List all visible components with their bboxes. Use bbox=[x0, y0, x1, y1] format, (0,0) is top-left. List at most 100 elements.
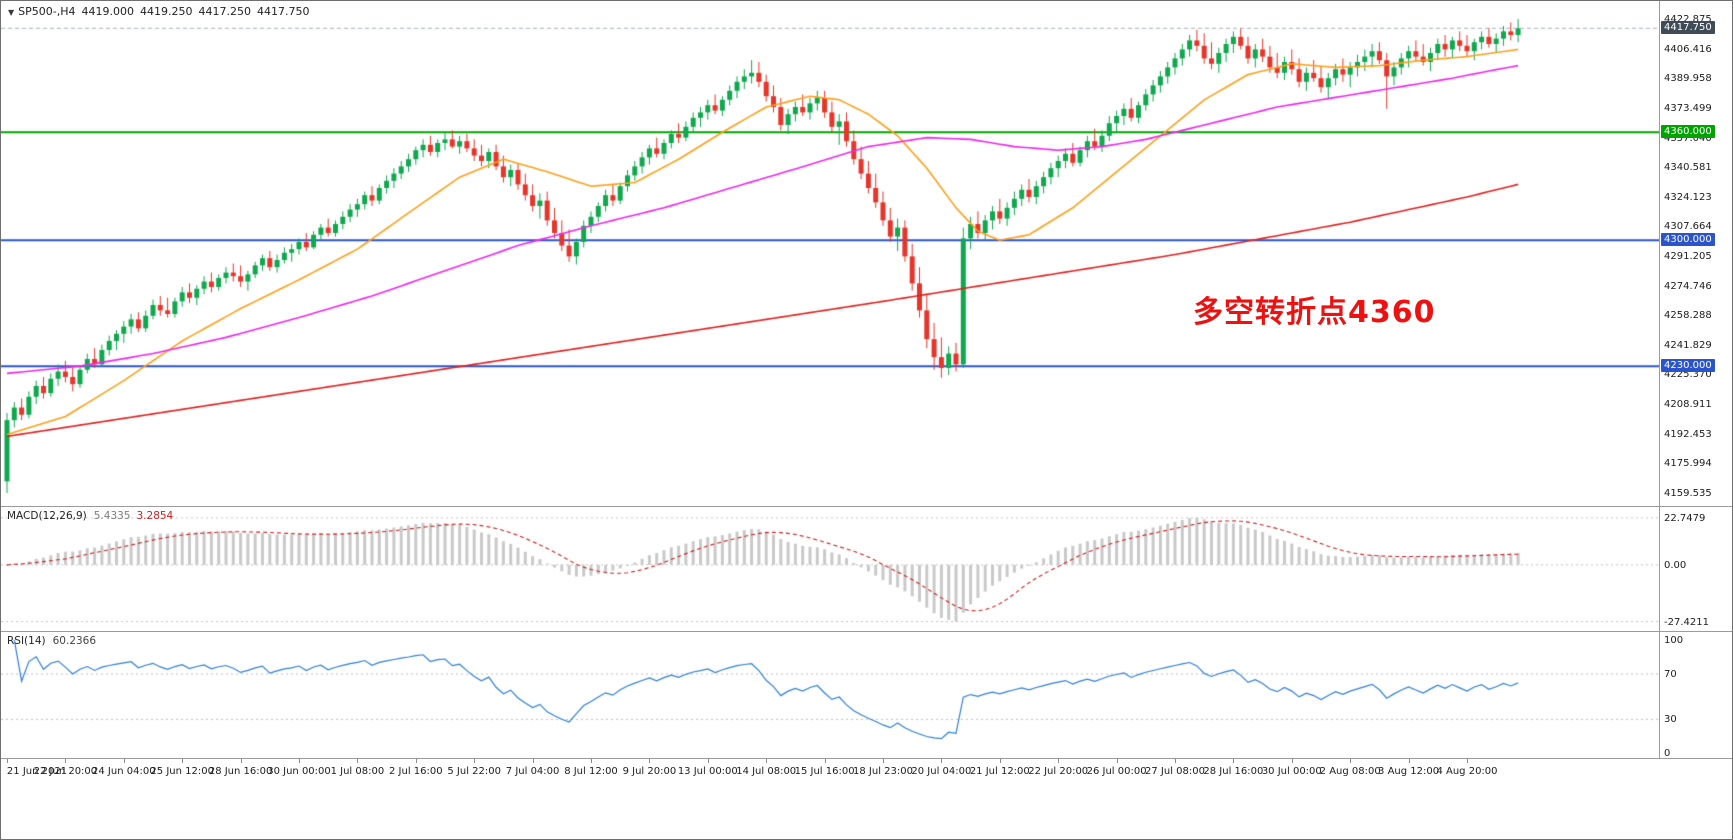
annotation-text: 多空转折点4360 bbox=[1193, 295, 1436, 330]
time-axis-tick bbox=[415, 759, 417, 763]
time-axis-label: 21 Jun 2021 bbox=[6, 766, 68, 777]
time-axis-tick bbox=[591, 759, 592, 763]
time-axis-tick bbox=[999, 759, 1001, 763]
time-axis-label: 27 Jul 08:00 bbox=[1145, 766, 1205, 777]
rsi-indicator-label: RSI(14) 60.2366 bbox=[7, 635, 96, 647]
time-axis-label: 18 Jul 23:00 bbox=[853, 766, 913, 777]
rsi-value: 60.2366 bbox=[52, 635, 97, 647]
time-axis-label: 7 Jul 04:00 bbox=[505, 766, 560, 777]
price-tick-label: 4208.911 bbox=[1664, 399, 1712, 411]
price-tick-label: 4274.746 bbox=[1664, 280, 1712, 292]
price-tick-label: 4175.994 bbox=[1664, 458, 1712, 470]
macd-indicator-label: MACD(12,26,9) 5.4335 3.2854 bbox=[7, 510, 173, 522]
price-tick-label: 4258.288 bbox=[1664, 310, 1712, 322]
rsi-axis-label: 0 bbox=[1664, 748, 1671, 760]
rsi-panel: RSI(14) 60.2366 100 70 30 0 bbox=[1, 632, 1732, 759]
time-axis-tick bbox=[1233, 759, 1235, 763]
time-axis-label: 26 Jul 00:00 bbox=[1086, 766, 1147, 777]
time-axis-label: 14 Jul 08:00 bbox=[736, 766, 797, 777]
time-axis-label: 21 Jul 12:00 bbox=[969, 766, 1030, 777]
macd-axis-label: -27.4211 bbox=[1664, 616, 1709, 628]
time-axis-label: 3 Aug 12:00 bbox=[1378, 766, 1440, 777]
time-axis-label: 28 Jun 16:00 bbox=[208, 766, 273, 777]
time-axis-tick bbox=[65, 759, 67, 763]
time-axis-tick bbox=[1291, 759, 1293, 763]
rsi-axis[interactable]: 100 70 30 0 bbox=[1659, 632, 1732, 760]
collapse-icon[interactable]: ▼ bbox=[8, 8, 15, 17]
macd-axis-label: 0.00 bbox=[1664, 559, 1687, 571]
time-axis-label: 13 Jul 00:00 bbox=[677, 766, 738, 777]
time-axis-label: 28 Jul 16:00 bbox=[1203, 766, 1264, 777]
level-price-tag: 4360.000 bbox=[1661, 125, 1715, 139]
time-axis-tick bbox=[532, 759, 534, 763]
rsi-name: RSI(14) bbox=[7, 635, 46, 647]
time-axis-tick bbox=[941, 759, 943, 763]
time-axis-label: 30 Jul 00:00 bbox=[1261, 766, 1322, 777]
time-axis-label: 2 Jul 16:00 bbox=[388, 766, 443, 777]
time-axis-label: 22 Jun 20:00 bbox=[33, 766, 98, 777]
price-tick-label: 4291.205 bbox=[1664, 251, 1712, 262]
time-axis-tick bbox=[1350, 759, 1352, 763]
ohlc-readout: ▼ SP500-,H4 4419.000 4419.250 4417.250 4417.7… bbox=[8, 5, 310, 18]
main-chart-canvas[interactable] bbox=[1, 1, 1661, 506]
high-value: 4419.250 bbox=[140, 5, 193, 18]
current-price-tag: 4417.750 bbox=[1661, 21, 1715, 35]
price-tick-label: 4324.123 bbox=[1664, 191, 1712, 203]
time-axis-label: 8 Jul 12:00 bbox=[564, 766, 618, 777]
price-tick-label: 4340.581 bbox=[1664, 162, 1712, 174]
rsi-axis-label: 70 bbox=[1664, 669, 1677, 680]
time-axis[interactable]: 21 Jun 2021 22 Jun 20:00 24 Jun 04:00 25 Ju… bbox=[1, 759, 1732, 785]
price-tick-label: 4307.664 bbox=[1664, 221, 1712, 233]
time-axis-tick bbox=[707, 759, 709, 763]
time-axis-tick bbox=[1408, 759, 1410, 763]
level-price-tag: 4230.000 bbox=[1661, 359, 1715, 373]
price-tick-label: 4389.958 bbox=[1664, 73, 1712, 85]
rsi-canvas[interactable] bbox=[1, 632, 1661, 758]
time-axis-label: 24 Jun 04:00 bbox=[92, 766, 156, 777]
time-axis-tick bbox=[766, 759, 768, 763]
macd-canvas[interactable] bbox=[1, 507, 1661, 631]
time-axis-tick bbox=[1116, 759, 1118, 763]
time-axis-label: 20 Jul 04:00 bbox=[911, 766, 972, 777]
price-tick-label: 4357.040 bbox=[1664, 132, 1712, 144]
macd-panel: MACD(12,26,9) 5.4335 3.2854 22.7479 0.00 -27… bbox=[1, 507, 1732, 632]
price-tick-label: 4241.829 bbox=[1664, 339, 1712, 351]
open-value: 4419.000 bbox=[81, 5, 135, 18]
macd-name: MACD(12,26,9) bbox=[7, 510, 87, 522]
macd-main-value: 5.4335 bbox=[93, 510, 131, 522]
time-axis-tick bbox=[123, 759, 125, 763]
rsi-axis-label: 100 bbox=[1664, 634, 1684, 646]
price-tick-label: 4422.875 bbox=[1664, 14, 1712, 26]
time-axis-tick bbox=[824, 759, 826, 763]
time-axis-label: 2 Aug 08:00 bbox=[1319, 766, 1381, 777]
macd-axis-label: 22.7479 bbox=[1664, 512, 1706, 524]
time-axis-label: 22 Jul 20:00 bbox=[1028, 766, 1089, 777]
time-axis-label: 25 Jun 12:00 bbox=[150, 766, 214, 777]
time-axis-tick bbox=[299, 759, 300, 763]
close-value: 4417.750 bbox=[257, 5, 310, 18]
price-axis[interactable]: 4422.875 4406.416 4389.958 4373.499 4357.040… bbox=[1659, 1, 1732, 506]
time-axis-label: 5 Jul 22:00 bbox=[447, 766, 501, 777]
time-axis-tick bbox=[883, 759, 884, 763]
time-axis-tick bbox=[240, 759, 242, 763]
time-axis-label: 1 Jul 08:00 bbox=[330, 766, 385, 777]
price-tick-label: 4225.370 bbox=[1664, 369, 1712, 381]
time-axis-tick bbox=[1467, 759, 1468, 763]
time-axis-label: 4 Aug 20:00 bbox=[1436, 766, 1498, 777]
low-value: 4417.250 bbox=[198, 5, 252, 18]
price-tick-label: 4159.535 bbox=[1664, 487, 1712, 499]
time-axis-tick bbox=[649, 759, 651, 763]
macd-axis[interactable]: 22.7479 0.00 -27.4211 bbox=[1659, 507, 1732, 631]
symbol-timeframe-label: SP500-,H4 bbox=[18, 5, 76, 18]
main-price-panel: ▼ SP500-,H4 4419.000 4419.250 4417.250 4417.7… bbox=[1, 1, 1732, 507]
price-tick-label: 4373.499 bbox=[1664, 102, 1712, 114]
time-axis-tick bbox=[1058, 759, 1060, 763]
bottom-margin bbox=[1, 785, 1732, 839]
price-tick-label: 4406.416 bbox=[1664, 43, 1712, 55]
time-axis-tick bbox=[357, 759, 359, 763]
time-axis-label: 15 Jul 16:00 bbox=[794, 766, 855, 777]
time-axis-label: 30 Jun 00:00 bbox=[267, 766, 331, 777]
time-axis-tick bbox=[474, 759, 476, 763]
time-axis-tick bbox=[7, 759, 8, 763]
